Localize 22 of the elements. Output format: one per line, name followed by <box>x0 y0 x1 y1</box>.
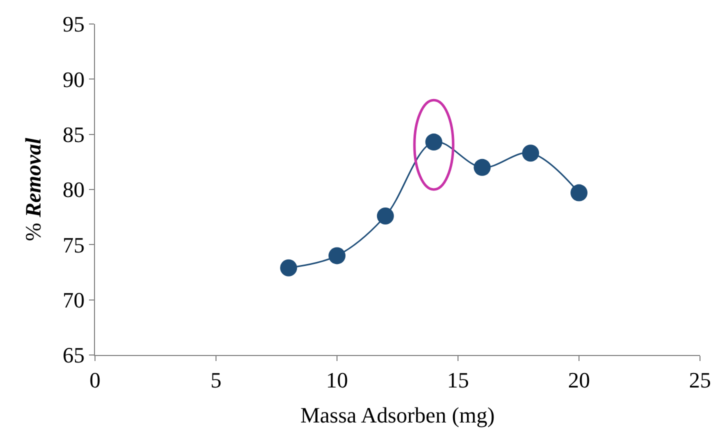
y-tick-label: 65 <box>62 342 85 368</box>
point <box>570 184 588 202</box>
x-tick-label: 20 <box>568 367 590 392</box>
point <box>425 134 442 151</box>
y-tick-label: 70 <box>62 288 85 313</box>
y-tick-label: 80 <box>62 177 85 202</box>
y-tick-label: 95 <box>62 12 85 37</box>
x-tick-label: 15 <box>447 367 469 392</box>
point <box>328 247 346 264</box>
x-tick-label: 25 <box>689 367 711 392</box>
point <box>474 158 491 176</box>
point <box>280 259 298 276</box>
x-tick-label: 10 <box>326 367 348 392</box>
x-tick-label: 5 <box>210 367 222 392</box>
y-axis-title: % Removal <box>20 136 46 242</box>
point <box>376 207 394 224</box>
y-tick-label: 75 <box>62 232 85 258</box>
y-tick-label: 90 <box>62 66 85 92</box>
x-tick-label: 0 <box>90 367 100 392</box>
point <box>522 144 540 162</box>
x-axis-title: Massa Adsorben (mg) <box>300 402 495 428</box>
y-tick-label: 85 <box>62 122 85 148</box>
